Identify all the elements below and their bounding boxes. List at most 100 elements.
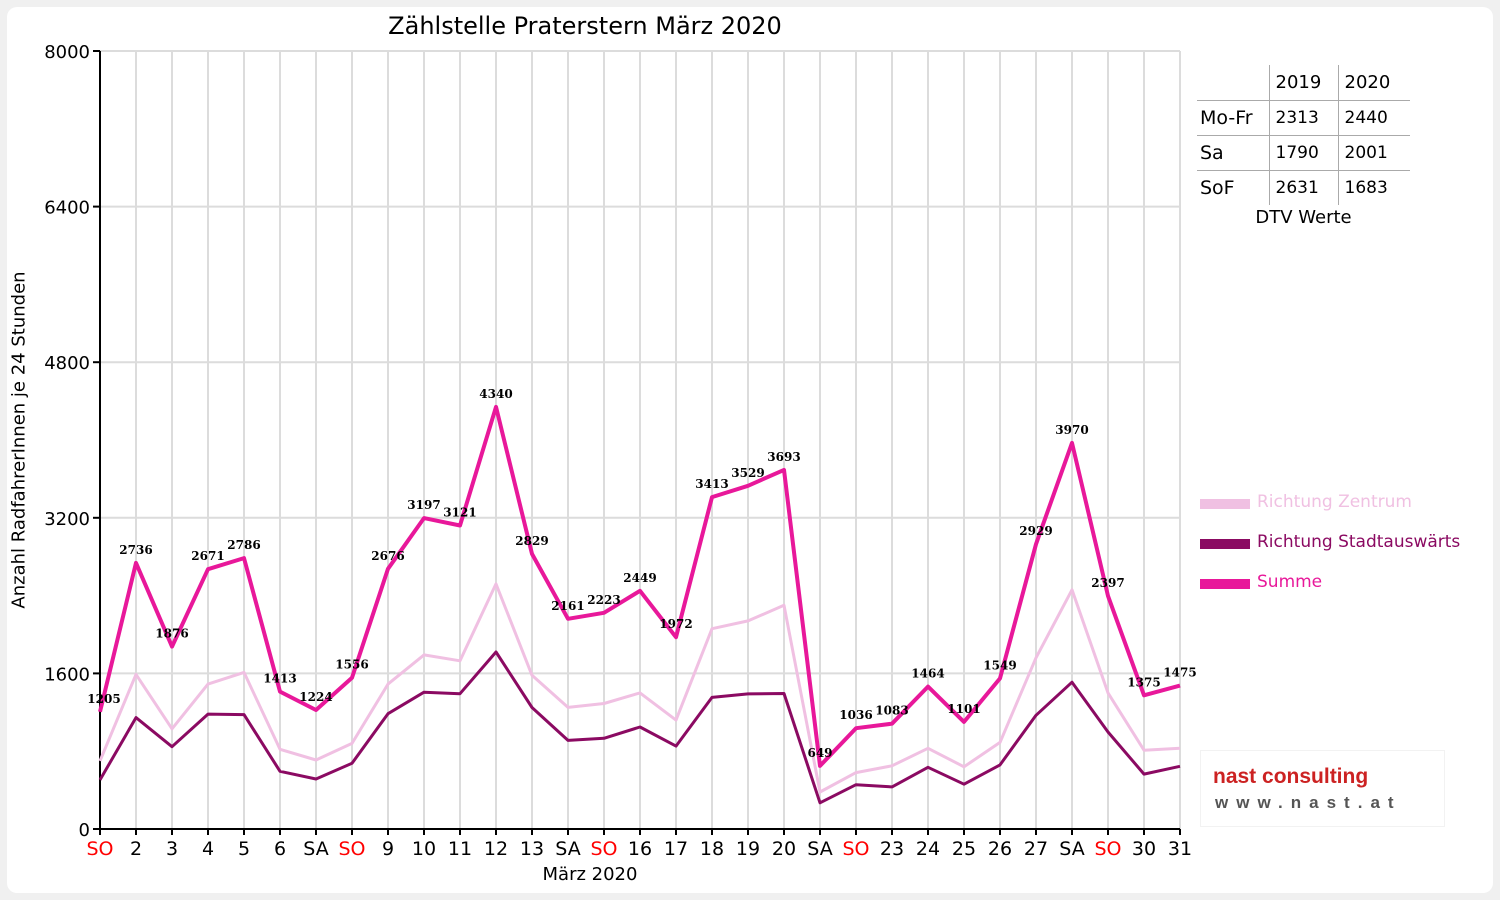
dtv-row-label: Sa (1197, 134, 1269, 170)
legend-swatch-stadtauswaerts (1200, 539, 1250, 549)
x-tick-label: 20 (772, 838, 796, 860)
y-tick-label: 4800 (44, 353, 90, 374)
x-tick-label: 24 (916, 838, 940, 860)
series-line-zentrum (98, 582, 1181, 794)
x-tick-label: 31 (1168, 838, 1192, 860)
data-label: 1475 (1163, 666, 1196, 680)
logo-url: www.nast.at (1215, 793, 1402, 812)
y-tick-label: 1600 (44, 664, 90, 685)
x-tick-label: SO (86, 838, 113, 860)
x-tick-label: SO (590, 838, 617, 860)
company-logo: nast consulting www.nast.at (1200, 750, 1445, 827)
data-label: 3197 (407, 498, 440, 512)
x-tick-label: 13 (520, 838, 544, 860)
data-label: 1205 (87, 692, 120, 706)
legend-label-summe: Summe (1257, 572, 1323, 592)
data-label: 3413 (695, 477, 728, 491)
x-tick-label: 12 (484, 838, 508, 860)
x-tick-label: SA (807, 838, 832, 860)
data-label: 2786 (227, 538, 260, 552)
data-label: 2397 (1091, 576, 1124, 590)
x-tick-label: SO (1094, 838, 1121, 860)
y-tick-label: 3200 (44, 509, 90, 530)
data-label: 3529 (731, 466, 764, 480)
x-tick-label: 11 (448, 838, 472, 860)
data-label: 1224 (299, 690, 332, 704)
data-label: 1413 (263, 672, 296, 686)
dtv-cell-2020: 2440 (1337, 99, 1410, 135)
data-label: 1101 (947, 702, 980, 716)
data-label: 2829 (515, 534, 548, 548)
data-label: 649 (807, 746, 832, 760)
x-tick-label: 17 (664, 838, 688, 860)
legend-swatch-summe (1200, 579, 1250, 589)
data-label: 2671 (191, 549, 224, 563)
data-label: 2161 (551, 599, 584, 613)
x-tick-label: 5 (238, 838, 250, 860)
data-label: 1464 (911, 667, 944, 681)
data-label: 3121 (443, 505, 476, 519)
dtv-table: 2019 2020 Mo-Fr 2313 2440 Sa 1790 2001 S… (1197, 65, 1410, 205)
x-tick-label: SO (338, 838, 365, 860)
data-label: 1036 (839, 708, 872, 722)
x-tick-label: 3 (166, 838, 178, 860)
dtv-caption: DTV Werte (1255, 207, 1352, 228)
x-tick-label: 4 (202, 838, 214, 860)
dtv-header-2020: 2020 (1337, 65, 1410, 100)
y-axis-label: Anzahl RadfahrerInnen je 24 Stunden (8, 271, 30, 609)
dtv-cell-2019: 2313 (1268, 99, 1338, 135)
y-tick-label: 6400 (44, 198, 90, 219)
x-axis-label: März 2020 (542, 864, 638, 885)
dtv-row: SoF 2631 1683 (1197, 169, 1410, 205)
y-tick-label: 0 (79, 820, 90, 841)
data-label: 2676 (371, 549, 404, 563)
x-tick-label: 19 (736, 838, 760, 860)
data-label: 1549 (983, 658, 1016, 672)
x-tick-label: 23 (880, 838, 904, 860)
data-label: 2736 (119, 543, 152, 557)
y-tick-label: 8000 (44, 42, 90, 63)
x-tick-label: 2 (130, 838, 142, 860)
dtv-cell-2019: 2631 (1268, 169, 1338, 205)
dtv-header-row: 2019 2020 (1197, 65, 1410, 100)
x-tick-label: 18 (700, 838, 724, 860)
data-label: 4340 (479, 387, 512, 401)
dtv-row-label: SoF (1197, 169, 1269, 205)
chart-title: Zählstelle Praterstern März 2020 (388, 12, 782, 40)
dtv-cell-2020: 2001 (1337, 134, 1410, 170)
data-label: 1375 (1127, 675, 1160, 689)
x-tick-label: SA (303, 838, 328, 860)
dtv-row-label: Mo-Fr (1197, 99, 1269, 135)
x-tick-label: 27 (1024, 838, 1048, 860)
x-tick-label: SA (555, 838, 580, 860)
data-label: 1083 (875, 704, 908, 718)
data-label: 2449 (623, 571, 656, 585)
data-label: 1972 (659, 617, 692, 631)
dtv-cell-2019: 1790 (1268, 134, 1338, 170)
x-tick-label: 25 (952, 838, 976, 860)
series-line-summe (98, 404, 1181, 768)
data-label: 3970 (1055, 423, 1088, 437)
x-tick-label: 6 (274, 838, 286, 860)
x-tick-label: SO (842, 838, 869, 860)
data-label: 1876 (155, 627, 188, 641)
x-tick-label: 26 (988, 838, 1012, 860)
dtv-row: Sa 1790 2001 (1197, 134, 1410, 170)
logo-name: nast consulting (1213, 765, 1369, 788)
data-label: 1556 (335, 658, 368, 672)
dtv-row: Mo-Fr 2313 2440 (1197, 99, 1410, 135)
dtv-header-2019: 2019 (1268, 65, 1338, 100)
data-label: 2223 (587, 593, 620, 607)
x-tick-label: 30 (1132, 838, 1156, 860)
data-label: 2929 (1019, 524, 1052, 538)
x-tick-label: SA (1059, 838, 1084, 860)
legend-label-zentrum: Richtung Zentrum (1257, 492, 1412, 512)
dtv-cell-2020: 1683 (1337, 169, 1410, 205)
legend-label-stadtauswaerts: Richtung Stadtauswärts (1257, 532, 1461, 552)
series-line-stadtauswaerts (98, 650, 1181, 805)
x-tick-label: 16 (628, 838, 652, 860)
legend-swatch-zentrum (1200, 499, 1250, 509)
data-label: 3693 (767, 450, 800, 464)
dtv-header-blank (1197, 65, 1269, 100)
